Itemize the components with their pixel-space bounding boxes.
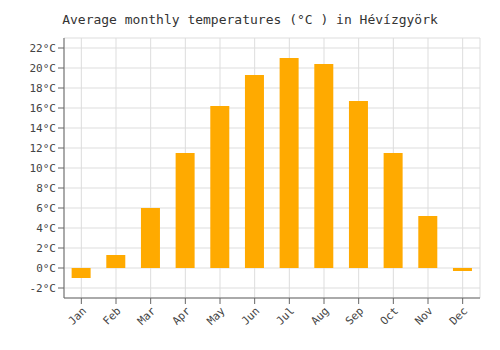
svg-text:Aug: Aug xyxy=(308,304,331,327)
svg-text:Jan: Jan xyxy=(66,304,89,327)
html-text:Average monthly temperatures (: Average monthly temperatures (°C ) in Hé… xyxy=(62,12,438,27)
svg-text:Mar: Mar xyxy=(135,304,159,328)
svg-text:Jul: Jul xyxy=(274,304,297,327)
svg-text:22°C: 22°C xyxy=(30,42,57,55)
svg-text:12°C: 12°C xyxy=(30,142,57,155)
svg-text:8°C: 8°C xyxy=(36,182,56,195)
svg-text:Jun: Jun xyxy=(239,304,262,327)
svg-text:0°C: 0°C xyxy=(36,262,56,275)
svg-text:Oct: Oct xyxy=(378,304,401,327)
svg-text:May: May xyxy=(204,304,228,328)
svg-text:18°C: 18°C xyxy=(30,82,57,95)
svg-text:Sep: Sep xyxy=(343,304,366,327)
svg-text:2°C: 2°C xyxy=(36,242,56,255)
svg-text:10°C: 10°C xyxy=(30,162,57,175)
svg-text:4°C: 4°C xyxy=(36,222,56,235)
svg-text:Dec: Dec xyxy=(447,304,470,327)
svg-text:Feb: Feb xyxy=(100,304,123,327)
svg-text:-2°C: -2°C xyxy=(30,282,57,295)
svg-text:14°C: 14°C xyxy=(30,122,57,135)
svg-text:16°C: 16°C xyxy=(30,102,57,115)
svg-text:Apr: Apr xyxy=(170,304,194,328)
svg-text:6°C: 6°C xyxy=(36,202,56,215)
svg-text:20°C: 20°C xyxy=(30,62,57,75)
svg-text:Nov: Nov xyxy=(412,304,436,328)
